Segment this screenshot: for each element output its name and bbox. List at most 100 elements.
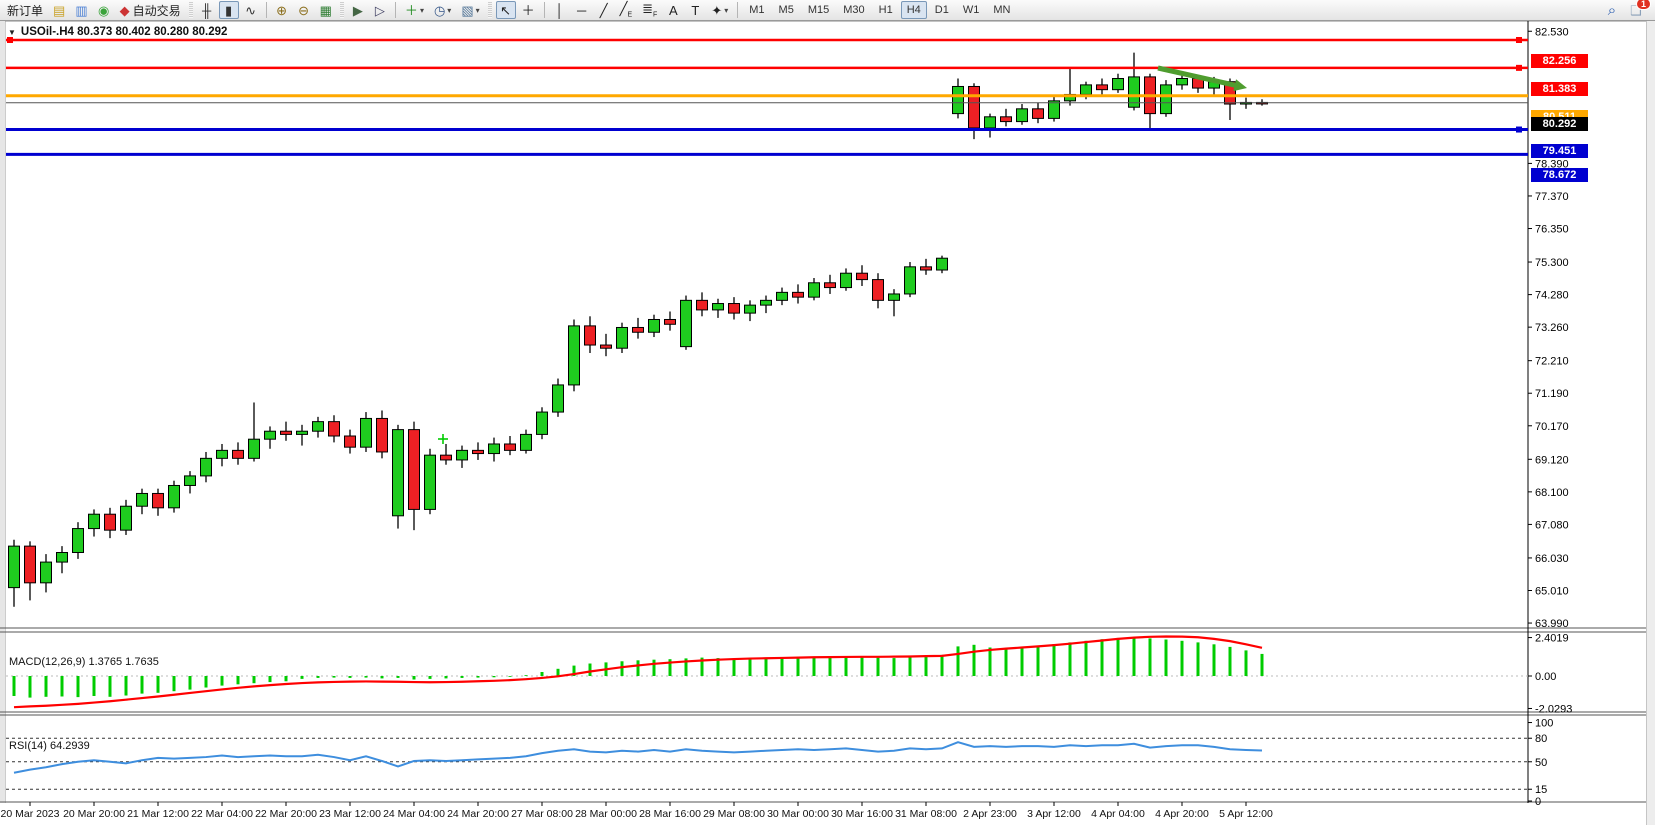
macd-histogram-bar — [1228, 646, 1232, 676]
timeframe-button-d1[interactable]: D1 — [934, 4, 949, 16]
macd-histogram-bar — [476, 676, 480, 678]
toolbar-separator — [543, 2, 545, 18]
line-handle[interactable] — [7, 37, 13, 43]
timeframe-button-m30[interactable]: M30 — [843, 4, 865, 16]
line-handle[interactable] — [1516, 64, 1522, 71]
line-handle[interactable] — [1516, 126, 1522, 133]
tile-windows-button[interactable]: ▦ — [316, 1, 336, 19]
price-tick-label: 78.390 — [1535, 158, 1569, 170]
vertical-line-button[interactable]: │ — [550, 1, 570, 19]
timeframe-button-w1[interactable]: W1 — [962, 4, 980, 16]
macd-histogram-bar — [364, 676, 368, 678]
timeframe-button-mn[interactable]: MN — [993, 4, 1011, 16]
cursor-button[interactable]: ↖ — [495, 1, 516, 19]
macd-histogram-bar — [44, 676, 48, 697]
price-tick-label: 69.120 — [1535, 454, 1569, 466]
periods-button[interactable]: ◷ ▾ — [430, 1, 455, 19]
macd-histogram-bar — [156, 676, 160, 693]
trend-arrow[interactable] — [1157, 65, 1240, 89]
candle-bullish — [568, 325, 580, 386]
price-tick-label: 76.350 — [1535, 224, 1569, 236]
text-button[interactable]: A — [663, 1, 683, 19]
timeframe-button-h4[interactable]: H4 — [900, 1, 927, 19]
horizontal-line-button[interactable]: ─ — [572, 1, 592, 19]
zoom-out-button[interactable]: ⊖ — [294, 1, 314, 19]
market-watch-button[interactable]: ▤ — [49, 1, 69, 19]
chart-canvas[interactable]: 82.530 78.390 77.370 76.350 75.300 74.280 73.2… — [0, 21, 1655, 825]
time-axis-label: 24 Mar 20:00 — [447, 808, 509, 820]
templates-button[interactable]: ▧ ▾ — [457, 1, 483, 19]
macd-histogram-bar — [1196, 642, 1200, 676]
notifications-button[interactable]: ❑ 1 — [1626, 0, 1651, 19]
signals-button[interactable]: ◉ — [94, 1, 114, 19]
resistance-line-price-label: 82.256 — [1531, 54, 1588, 68]
macd-histogram-bar — [1068, 642, 1072, 676]
chart-window[interactable]: 82.530 78.390 77.370 76.350 75.300 74.280 73.2… — [0, 21, 1655, 825]
notification-badge: 1 — [1635, 0, 1651, 10]
fibonacci-button[interactable]: ≣F — [638, 1, 661, 19]
macd-histogram-bar — [844, 656, 848, 676]
candles-chart-button[interactable]: ▮ — [218, 1, 239, 19]
macd-histogram-bar — [588, 663, 592, 676]
candle-bullish — [88, 513, 100, 530]
time-axis-label: 22 Mar 04:00 — [191, 808, 253, 820]
macd-histogram-bar — [1084, 640, 1088, 676]
window-right-edge — [1646, 21, 1655, 825]
candle-bearish — [504, 443, 516, 451]
auto-trading-button[interactable]: ◆ 自动交易 — [119, 2, 181, 18]
candle-bullish — [392, 429, 404, 517]
macd-histogram-bar — [236, 676, 240, 685]
cursor-icon: ↖ — [500, 2, 512, 18]
auto-scroll-button[interactable]: ▶ — [348, 1, 368, 19]
periods-icon: ◷ — [433, 2, 446, 18]
trendline-button[interactable]: ╱ — [594, 1, 614, 19]
toolbar-grip — [339, 2, 344, 18]
data-window-button[interactable]: ▥ — [71, 1, 91, 19]
timeframe-button-m5[interactable]: M5 — [778, 4, 794, 16]
candle-bearish — [920, 266, 932, 271]
candle-bearish — [1096, 84, 1108, 91]
candle-bullish — [904, 266, 916, 295]
candle-bullish — [424, 454, 436, 510]
candle-bullish — [8, 545, 20, 589]
timeframe-button-m1[interactable]: M1 — [749, 4, 765, 16]
new-order-button[interactable]: 新订单 — [7, 3, 44, 18]
line-chart-button[interactable]: ∿ — [241, 1, 261, 19]
channel-button[interactable]: ╱E — [616, 1, 637, 19]
time-axis-label: 20 Mar 20:00 — [63, 808, 125, 820]
candle-bearish — [440, 454, 452, 461]
timeframe-button-h1[interactable]: H1 — [878, 4, 893, 16]
macd-histogram-bar — [220, 676, 224, 686]
timeframe-button-m15[interactable]: M15 — [807, 4, 830, 16]
macd-histogram-bar — [972, 644, 976, 676]
text-label-button[interactable]: T — [685, 1, 705, 19]
macd-histogram-bar — [748, 658, 752, 676]
macd-tick-label: 0.00 — [1535, 671, 1556, 683]
macd-histogram-bar — [412, 676, 416, 680]
macd-histogram-bar — [716, 658, 720, 676]
rsi-indicator-label: RSI(14) 64.2939 — [9, 740, 90, 752]
chart-symbol-title[interactable]: ▼ USOil-.H4 80.373 80.402 80.280 80.292 — [8, 26, 227, 38]
zoom-in-button[interactable]: ⊕ — [272, 1, 292, 19]
macd-histogram-bar — [1036, 645, 1040, 676]
indicators-icon: ＋ — [404, 2, 418, 18]
macd-tick-label: 2.4019 — [1535, 633, 1569, 645]
price-tick-label: 75.300 — [1535, 257, 1569, 269]
crosshair-button[interactable]: ＋ — [518, 1, 539, 19]
indicators-button[interactable]: ＋ ▾ — [401, 1, 428, 19]
bars-chart-button[interactable]: ╫ — [197, 1, 217, 19]
chart-shift-button[interactable]: ▷ — [370, 1, 390, 19]
arrows-button[interactable]: ✦ ▾ — [707, 1, 732, 19]
search-button[interactable]: ⌕ — [1602, 1, 1622, 19]
time-axis-label: 4 Apr 04:00 — [1091, 808, 1145, 820]
chevron-down-icon[interactable]: ▼ — [8, 27, 16, 37]
candle-bullish — [136, 492, 148, 507]
macd-histogram-bar — [140, 676, 144, 694]
time-axis-label: 28 Mar 00:00 — [575, 808, 637, 820]
line-handle[interactable] — [1516, 37, 1522, 43]
macd-histogram-bar — [812, 656, 816, 676]
candle-bullish — [680, 299, 692, 348]
toolbar-separator — [265, 2, 267, 18]
candle-bullish — [200, 457, 212, 477]
candle-bearish — [664, 318, 676, 325]
